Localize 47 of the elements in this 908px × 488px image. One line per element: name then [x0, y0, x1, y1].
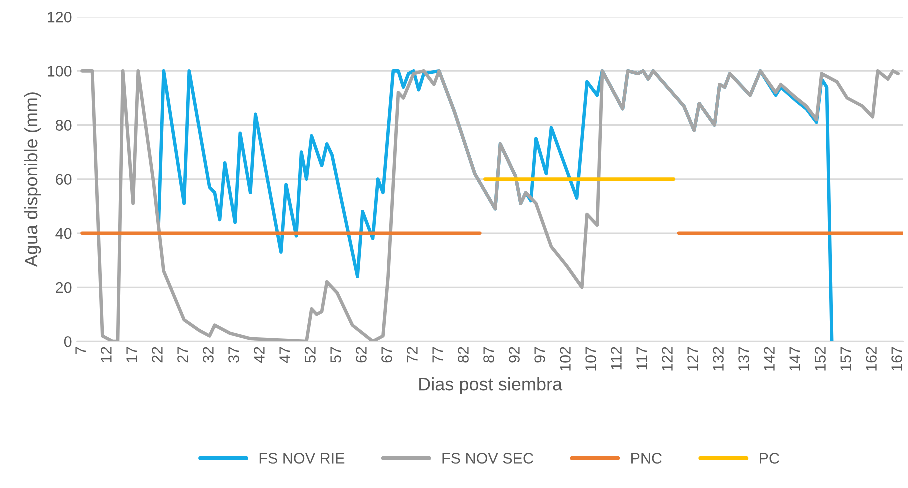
- x-axis-title: Dias post siembra: [420, 378, 563, 394]
- y-tick-label: 60: [56, 174, 72, 186]
- x-tick-label: 142: [764, 347, 775, 371]
- x-tick-label: 87: [484, 347, 494, 363]
- legend-label: FS NOV SEC: [442, 453, 534, 464]
- x-tick-label: 117: [636, 347, 648, 370]
- x-tick-label: 137: [738, 347, 750, 371]
- y-tick-label: 0: [64, 336, 72, 348]
- x-tick-label: 62: [356, 347, 367, 363]
- y-axis-title: Agua disponible (mm): [24, 92, 42, 268]
- x-tick-label: 27: [178, 347, 188, 363]
- x-tick-label: 77: [432, 347, 444, 363]
- x-tick-label: 97: [534, 347, 546, 363]
- x-tick-label: 82: [458, 347, 469, 363]
- x-tick-label: 67: [382, 347, 392, 363]
- x-tick-label: 112: [611, 347, 622, 370]
- legend-label: PNC: [632, 453, 662, 464]
- y-tick-label: 120: [48, 12, 72, 23]
- x-tick-label: 132: [713, 347, 724, 371]
- x-tick-label: 7: [76, 347, 86, 354]
- x-tick-label: 122: [662, 347, 673, 371]
- y-tick-label: 40: [56, 228, 72, 240]
- line-series: [80, 69, 900, 342]
- x-tick-label: 57: [330, 347, 342, 363]
- x-tick-label: 37: [228, 347, 240, 363]
- x-tick-label: 107: [586, 347, 596, 371]
- legend-label: PC: [760, 453, 780, 464]
- legend-label: FS NOV RIE: [260, 453, 345, 464]
- x-tick-label: 42: [254, 347, 265, 364]
- x-tick-label: 12: [101, 347, 112, 362]
- x-tick-label: 127: [688, 347, 698, 371]
- x-tick-label: 32: [203, 347, 214, 363]
- x-tick-label: 72: [407, 347, 418, 363]
- x-tick-label: 147: [790, 347, 800, 371]
- x-tick-label: 157: [840, 347, 852, 371]
- x-tick-label: 52: [305, 347, 316, 363]
- x-tick-label: 152: [815, 347, 826, 371]
- x-tick-label: 102: [560, 347, 571, 371]
- x-tick-label: 47: [280, 347, 290, 364]
- x-tick-label: 17: [126, 347, 138, 362]
- x-tick-label: 162: [866, 347, 877, 371]
- y-tick-label: 80: [56, 120, 72, 131]
- y-tick-label: 100: [48, 66, 72, 77]
- y-tick-label: 20: [56, 282, 72, 294]
- x-tick-label: 22: [152, 347, 163, 363]
- x-tick-label: 92: [509, 347, 520, 363]
- x-tick-label: 167: [892, 347, 902, 371]
